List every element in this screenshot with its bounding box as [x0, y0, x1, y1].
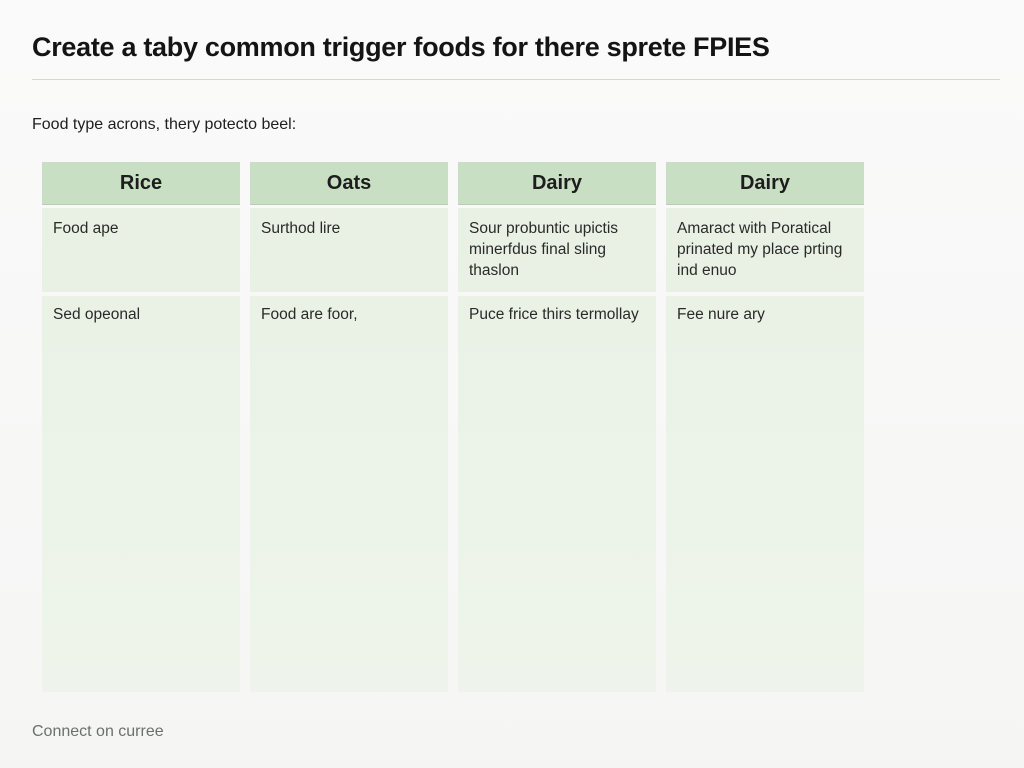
column-header: Oats — [250, 162, 448, 205]
table-cell: Food are foor, — [250, 296, 448, 692]
column-header: Dairy — [458, 162, 656, 205]
column-header: Rice — [42, 162, 240, 205]
table-column-oats: Oats Surthod lire Food are foor, — [250, 162, 448, 692]
footer-link[interactable]: Connect on curree — [32, 723, 164, 740]
table-cell: Fee nure ary — [666, 296, 864, 692]
table-cell: Sed opeonal — [42, 296, 240, 692]
table-column-dairy-2: Dairy Amaract with Poratical prinated my… — [666, 162, 864, 692]
table-cell: Amaract with Poratical prinated my place… — [666, 208, 864, 292]
trigger-foods-table: Rice Food ape Sed opeonal Oats Surthod l… — [42, 162, 864, 692]
table-column-rice: Rice Food ape Sed opeonal — [42, 162, 240, 692]
title-divider — [32, 79, 1000, 80]
table-cell: Puce frice thirs termollay — [458, 296, 656, 692]
page-title: Create a taby common trigger foods for t… — [32, 32, 770, 62]
table-cell: Sour probuntic upictis minerfdus final s… — [458, 208, 656, 292]
table-cell: Food ape — [42, 208, 240, 292]
table-cell: Surthod lire — [250, 208, 448, 292]
table-column-dairy: Dairy Sour probuntic upictis minerfdus f… — [458, 162, 656, 692]
intro-text: Food type acrons, thery potecto beel: — [32, 116, 297, 133]
column-header: Dairy — [666, 162, 864, 205]
